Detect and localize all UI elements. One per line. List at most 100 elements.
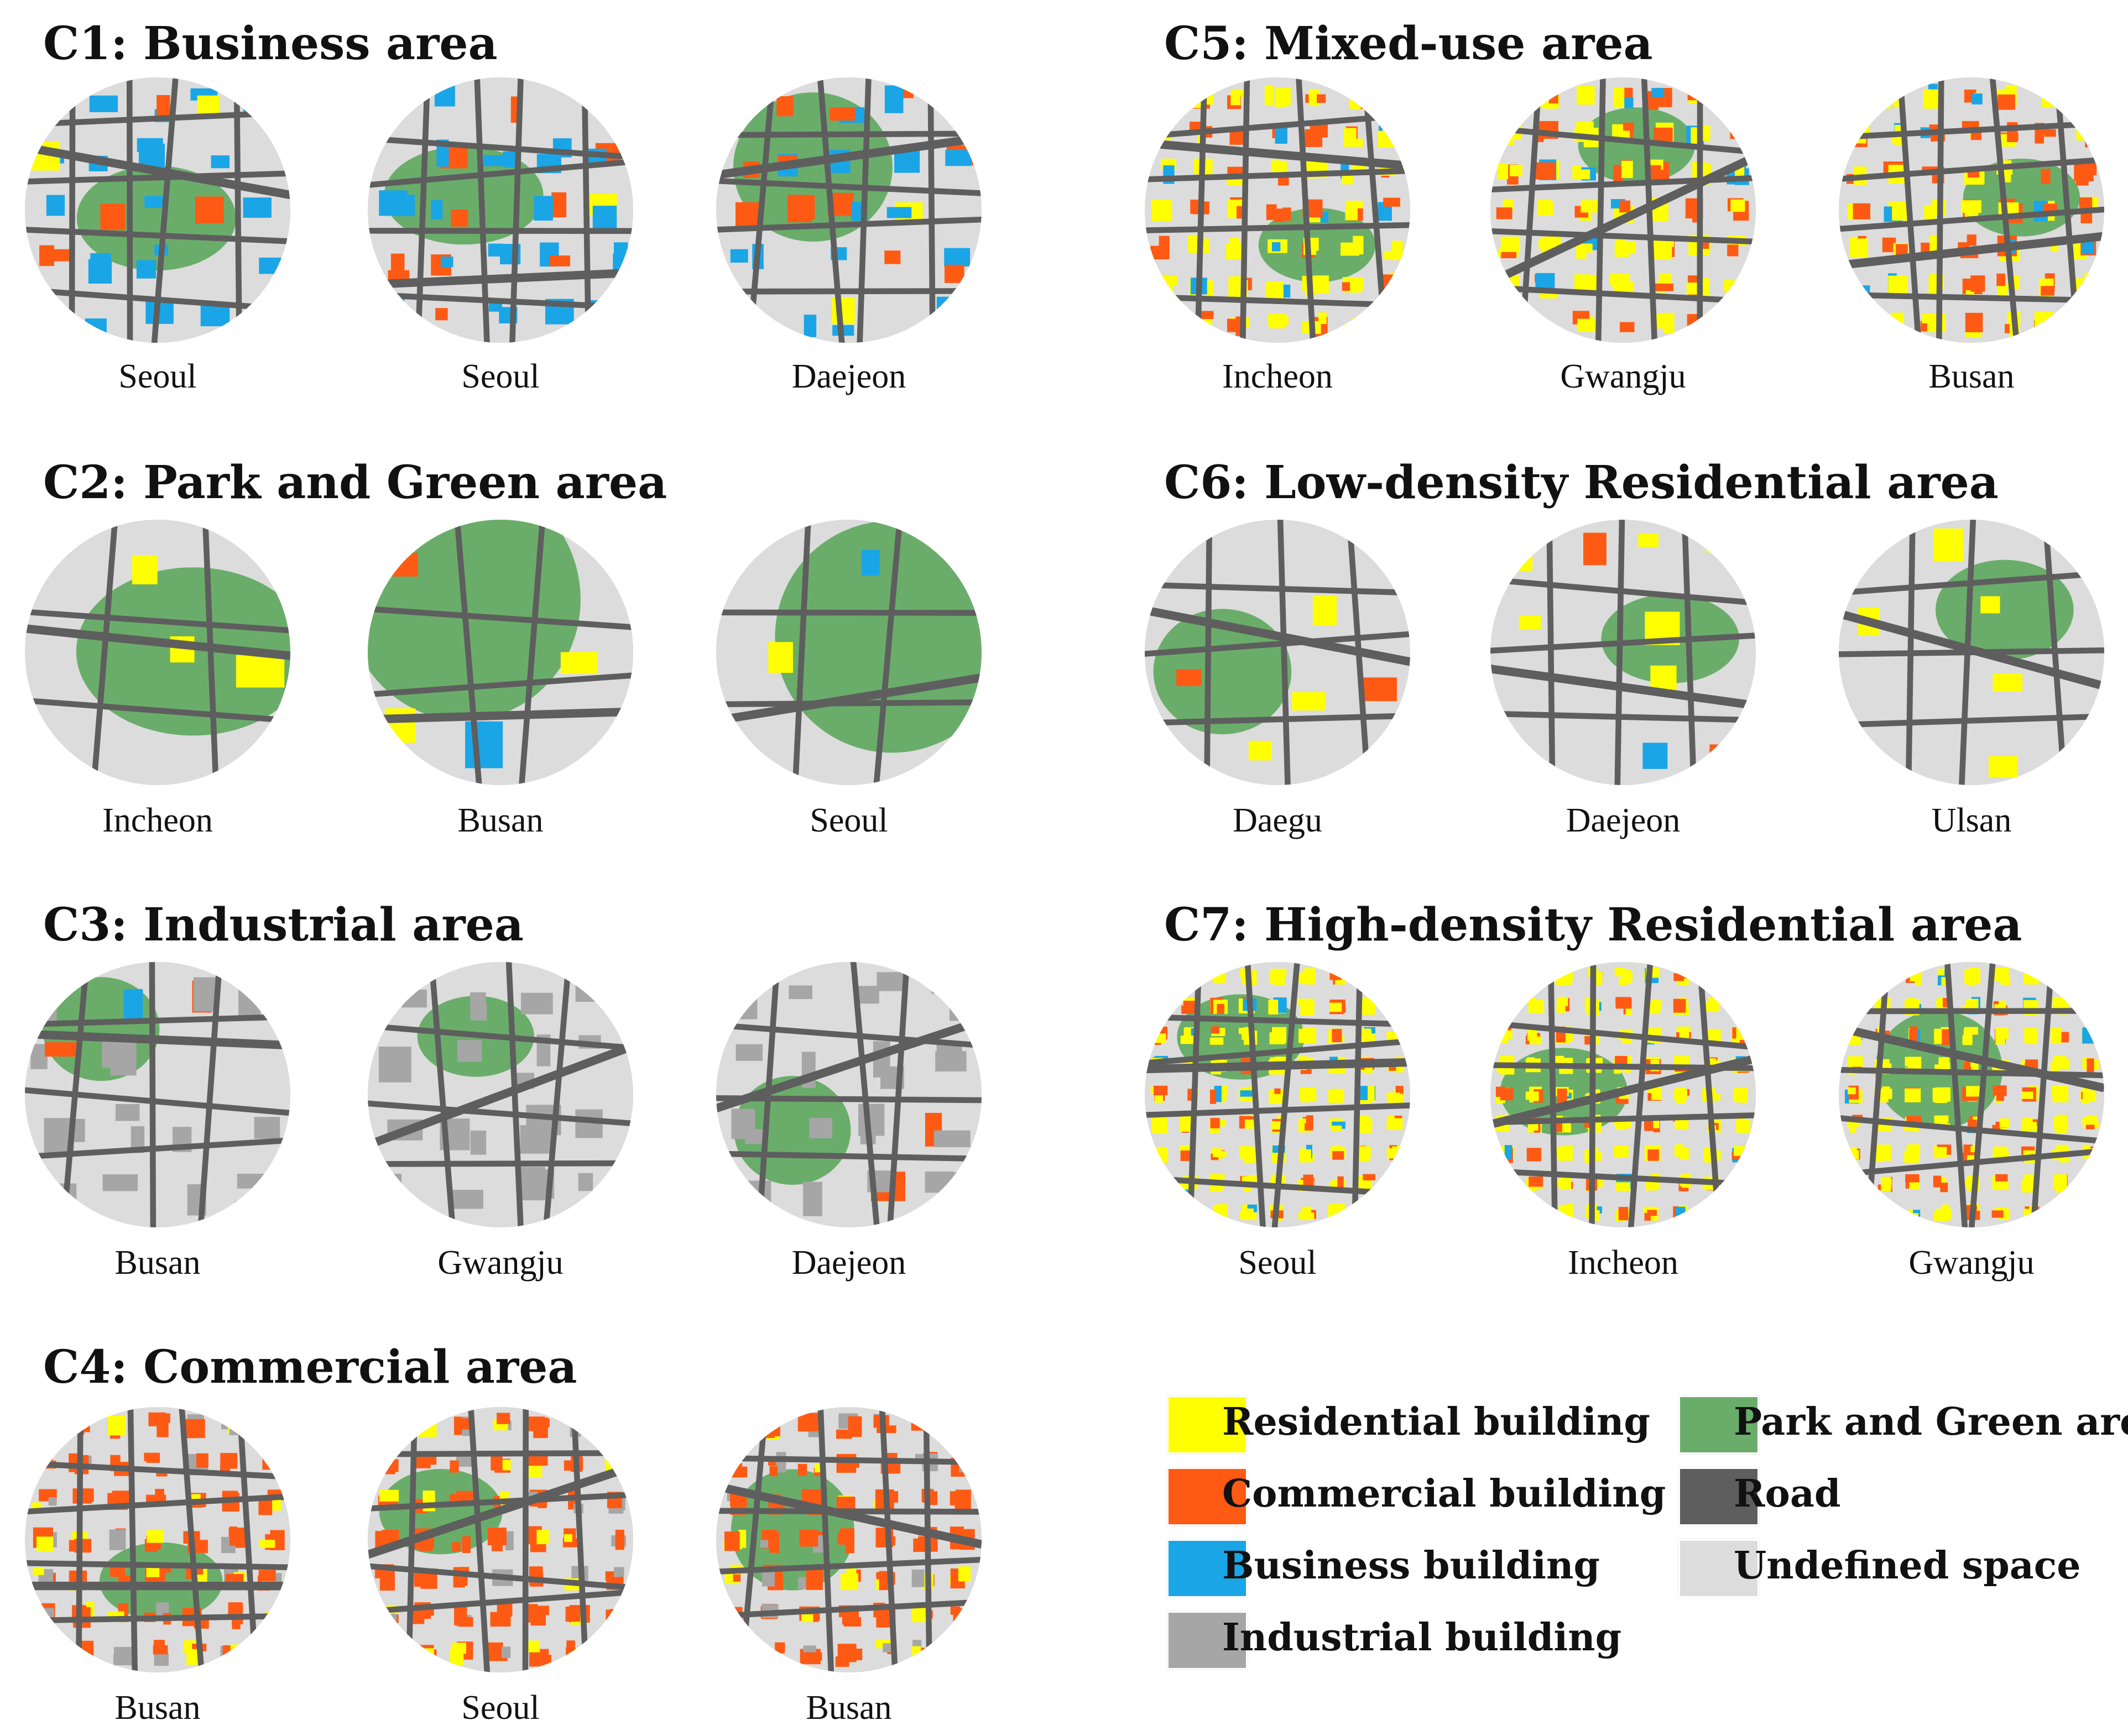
building (950, 1606, 961, 1615)
building (809, 1117, 833, 1139)
road (927, 77, 936, 343)
building (230, 1526, 238, 1546)
building (1387, 1176, 1399, 1192)
building (950, 1000, 976, 1021)
building (1345, 206, 1358, 221)
building (109, 1529, 126, 1550)
building (1995, 1028, 2005, 1045)
building (221, 1414, 237, 1430)
building (262, 1420, 280, 1436)
building (1933, 528, 1963, 562)
road (543, 962, 572, 1227)
building (1577, 318, 1597, 332)
building (735, 202, 762, 227)
building (1152, 122, 1170, 137)
road (1936, 77, 1944, 343)
building (1342, 282, 1350, 291)
building (1363, 1203, 1375, 1219)
building (109, 1566, 126, 1577)
building (1154, 1085, 1168, 1096)
building (1679, 1032, 1689, 1039)
road (850, 962, 880, 1227)
building (1277, 176, 1289, 186)
building (551, 192, 567, 218)
building (1275, 315, 1289, 326)
building (2081, 1204, 2098, 1215)
road (1595, 77, 1606, 343)
building (373, 91, 398, 118)
building (528, 1604, 538, 1623)
building (1500, 1175, 1510, 1190)
building (2054, 975, 2068, 984)
building (1905, 1174, 1920, 1183)
building (1497, 975, 1509, 986)
building (1368, 1086, 1375, 1102)
building (1892, 205, 1908, 221)
building (1529, 971, 1539, 982)
road (716, 1599, 982, 1619)
building (1211, 967, 1225, 977)
building (601, 1413, 618, 1431)
building (265, 308, 283, 327)
building (1942, 1029, 1950, 1045)
building (1853, 1056, 1863, 1067)
building (2051, 1205, 2067, 1216)
building (729, 308, 743, 323)
legend-label: Park and Green area (1734, 1400, 2128, 1444)
road (368, 268, 633, 289)
building (1702, 125, 1710, 142)
building (48, 1641, 57, 1661)
building (1498, 1005, 1505, 1016)
city-label: Seoul (810, 802, 888, 839)
road (126, 77, 133, 343)
building (237, 1173, 264, 1189)
building (1845, 282, 1859, 292)
building (1363, 677, 1397, 702)
building (1905, 970, 1911, 977)
building (1704, 972, 1713, 980)
building (39, 245, 55, 266)
building (944, 264, 964, 283)
building (1298, 998, 1315, 1006)
building (1384, 320, 1401, 327)
building (1349, 88, 1361, 109)
building (1578, 275, 1594, 290)
building (2077, 326, 2098, 335)
building (1152, 1148, 1168, 1163)
building (1152, 1115, 1166, 1128)
building (1154, 1178, 1164, 1192)
map-c7-incheon (1490, 962, 1756, 1227)
building (1651, 999, 1661, 1007)
building (144, 196, 164, 208)
building (265, 1645, 283, 1661)
building (960, 1613, 976, 1626)
map-c4-busan-2 (716, 1407, 982, 1672)
building (564, 1534, 572, 1542)
building (1189, 968, 1196, 984)
road (1145, 1102, 1410, 1118)
building (85, 318, 107, 337)
road (1490, 175, 1756, 193)
building (1737, 999, 1750, 1010)
building (132, 555, 158, 584)
building (613, 242, 628, 259)
building (1903, 1213, 1918, 1222)
building (934, 1130, 971, 1148)
building (1584, 1122, 1590, 1128)
building (229, 1418, 242, 1435)
building (88, 259, 112, 284)
building (1156, 1178, 1165, 1193)
map-c4-busan (25, 1407, 290, 1672)
building (1969, 322, 1979, 332)
building (497, 1413, 510, 1424)
building (1227, 166, 1244, 175)
building (1337, 1176, 1344, 1191)
building (1182, 1207, 1198, 1221)
road (1490, 1054, 1756, 1129)
building (578, 973, 613, 991)
building (1248, 741, 1272, 761)
map-c3-gwangju (368, 962, 633, 1227)
building (1910, 1026, 1917, 1043)
building (1966, 1086, 1980, 1097)
building (762, 1568, 775, 1587)
